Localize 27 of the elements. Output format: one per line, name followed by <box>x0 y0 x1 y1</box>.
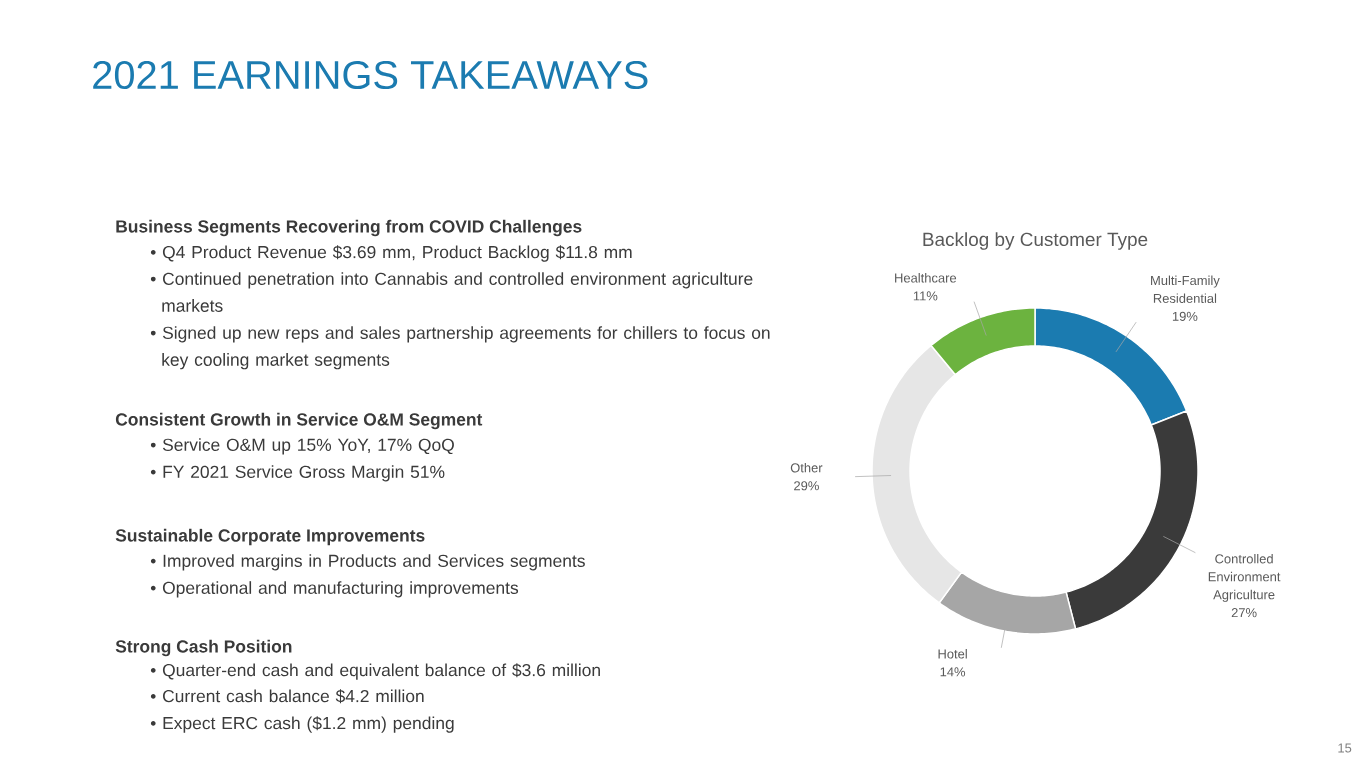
slice-label: Hotel <box>938 649 967 659</box>
text: • Q4 Product Revenue $3.69 mm, Product Backlog $11.8 mm <box>150 245 632 262</box>
text: • Operational and manufacturing improvements <box>150 581 519 598</box>
chart-title: Backlog by Customer Type <box>923 232 1148 250</box>
text: • Continued penetration into Cannabis and controlled environment agriculture markets <box>150 272 753 312</box>
text: Business Segments Recovering from COVID Challenges <box>116 219 582 237</box>
slice-label: Multi-Family Residential <box>1151 275 1220 303</box>
text: • Current cash balance $4.2 million <box>150 689 424 704</box>
text: • Improved margins in Products and Services segments <box>150 554 585 571</box>
slice-label: Other <box>790 462 823 473</box>
text: • Service O&M up 15% YoY, 17% QoQ <box>150 438 454 455</box>
text: 2021 EARNINGS TAKEAWAYS <box>93 60 648 90</box>
text: • Expect ERC cash ($1.2 mm) pending <box>150 716 454 733</box>
text: • Signed up new reps and sales partnership agreements for chillers to focus on key cooling market segments <box>150 326 770 370</box>
data-label: 19% <box>1172 311 1198 321</box>
text: Sustainable Corporate Improvements <box>115 528 425 546</box>
text: Strong Cash Position <box>115 639 292 657</box>
slice-label: Healthcare <box>895 273 957 283</box>
data-label: 11% <box>913 291 938 301</box>
text: • Quarter-end cash and equivalent balance of $3.6 million <box>150 663 600 680</box>
text: 15 <box>1338 743 1352 753</box>
text: Consistent Growth in Service O&M Segment <box>115 412 483 430</box>
data-label: 27% <box>1231 608 1257 618</box>
data-label: 29% <box>794 481 819 491</box>
slice-label: Controlled Environment Agriculture <box>1208 553 1281 602</box>
text: • FY 2021 Service Gross Margin 51% <box>150 465 445 482</box>
data-label: 14% <box>940 667 966 677</box>
